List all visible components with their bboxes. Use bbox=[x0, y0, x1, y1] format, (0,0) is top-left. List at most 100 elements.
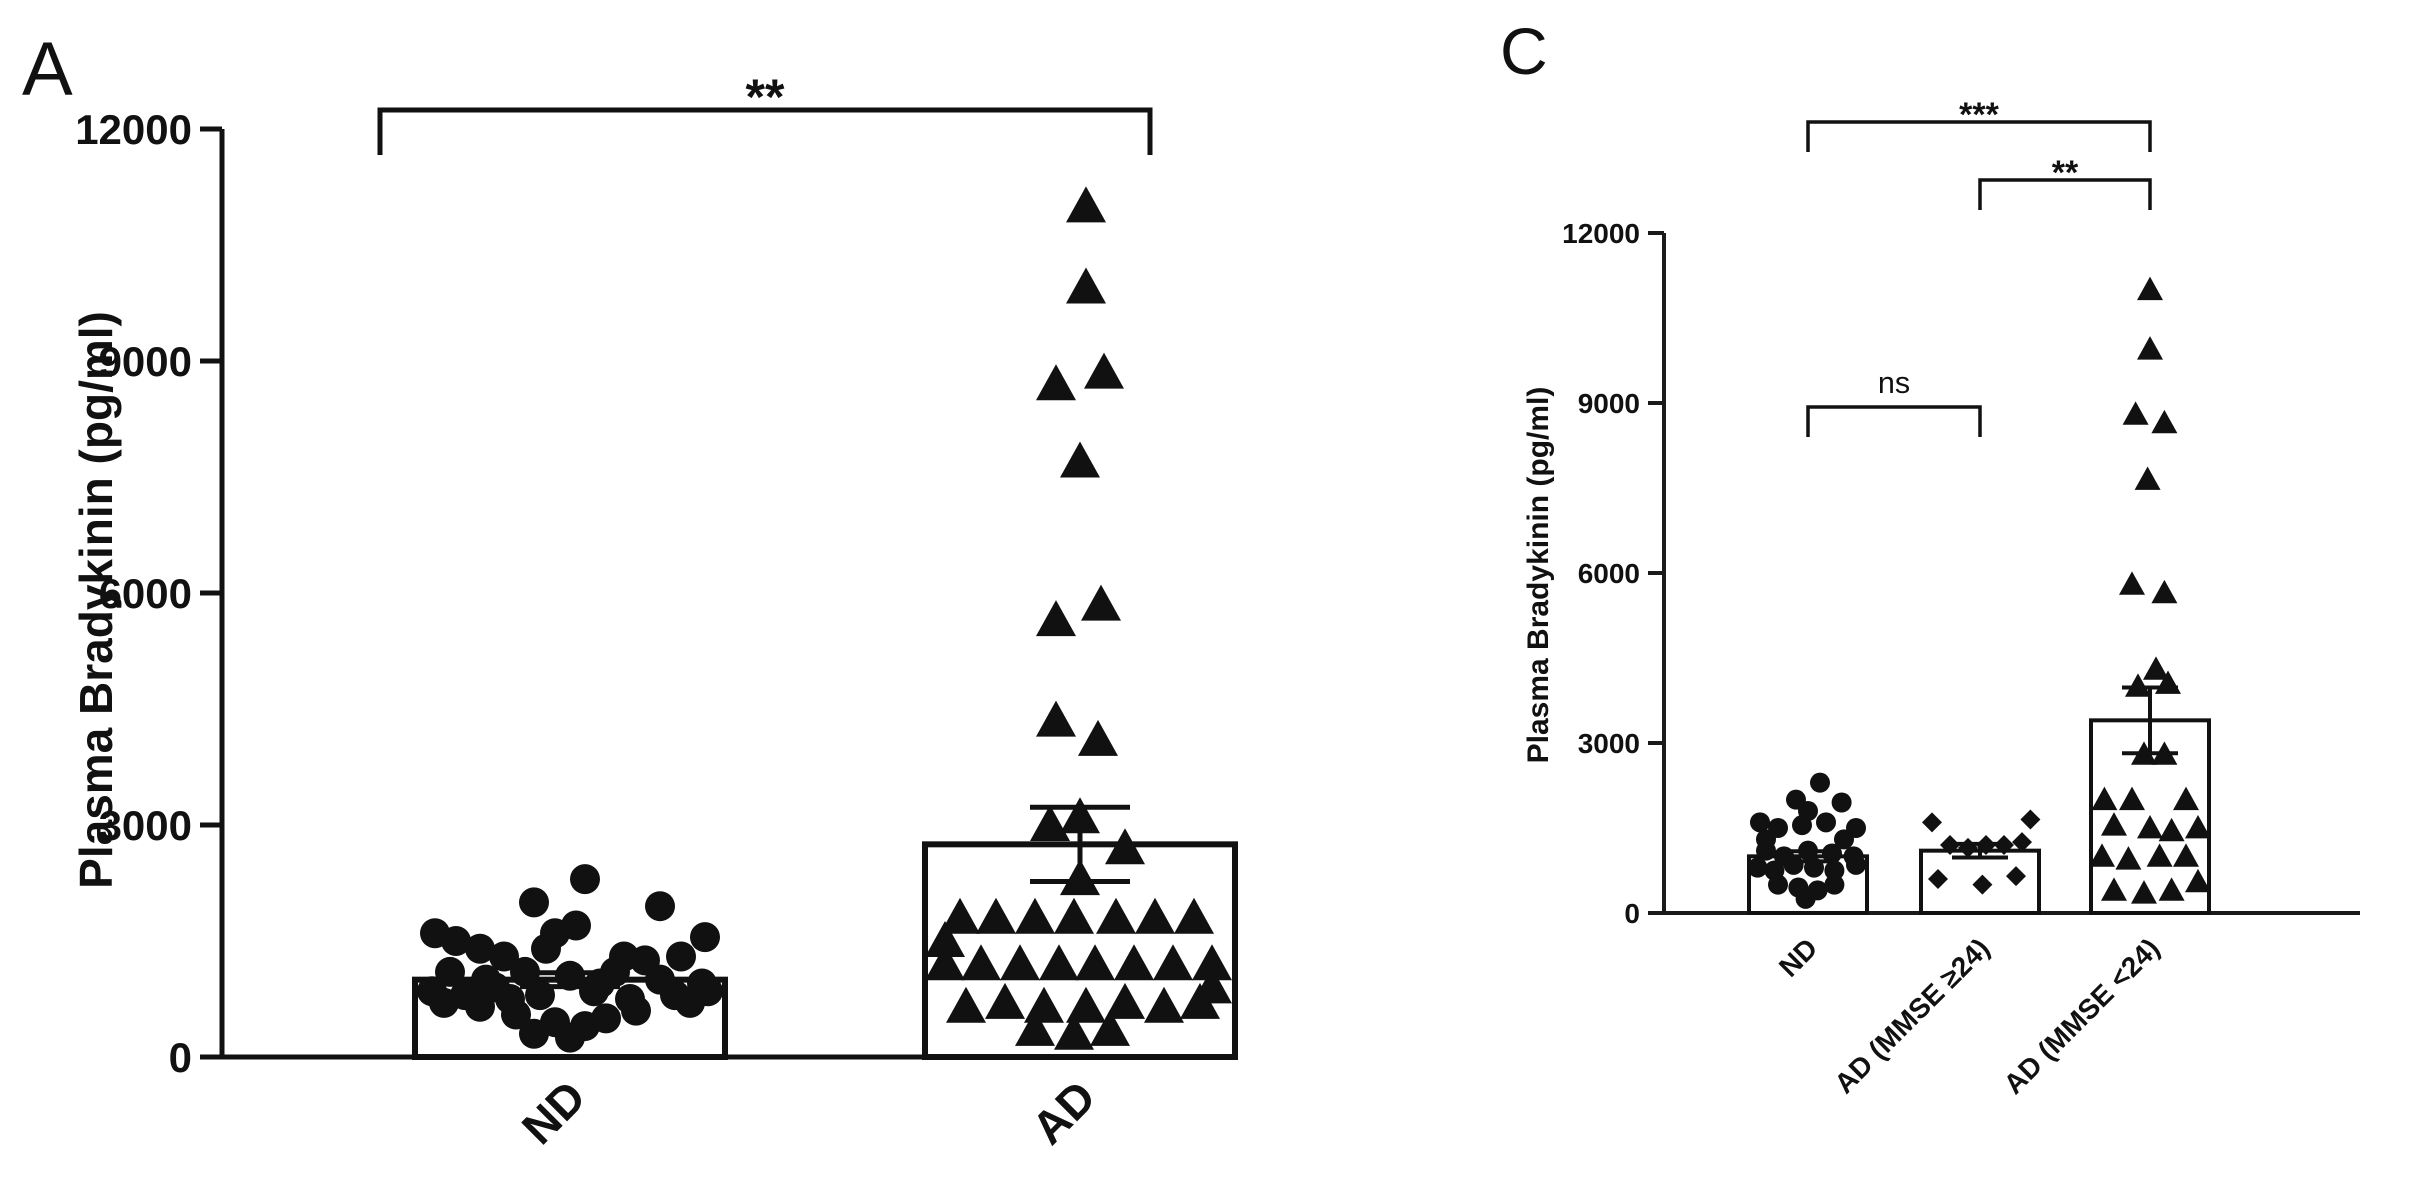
panel-a-point-ad-38 bbox=[1192, 967, 1232, 1004]
panel-a-point-ad-23 bbox=[1039, 944, 1079, 981]
panel-c-point-ad-mmse-24-2 bbox=[2122, 401, 2149, 425]
panel-c-point-ad-mmse-24-17 bbox=[2158, 817, 2185, 842]
panel-a-point-nd-33 bbox=[519, 1018, 549, 1049]
panel-a-point-ad-24 bbox=[1075, 944, 1115, 981]
panel-c-point-nd-22 bbox=[1824, 874, 1845, 895]
panel-a-point-ad-18 bbox=[1135, 897, 1175, 934]
panel-c-plot: 0 3000 6000 9000 12000 ND AD (MMSE ≥24) AD (MMS… bbox=[1562, 96, 2360, 1100]
panel-c-point-nd-15 bbox=[1783, 854, 1804, 875]
panel-a-point-ad-9 bbox=[1030, 805, 1070, 841]
panel-a-point-ad-20 bbox=[925, 944, 965, 981]
panel-a-point-ad-21 bbox=[961, 944, 1001, 981]
panel-c-point-nd-4 bbox=[1831, 792, 1852, 813]
panel-a-point-nd-4 bbox=[519, 887, 549, 918]
panel-c-point-ad-mmse-24-26 bbox=[2185, 868, 2211, 893]
panel-c-y-tick-label-12000: 12000 bbox=[1562, 218, 1640, 249]
panel-a-point-ad-4 bbox=[1060, 441, 1100, 478]
panel-c-category-label-ad-mmse-24: AD (MMSE <24) bbox=[1998, 932, 2166, 1100]
panel-a-y-tick-label-12000: 12000 bbox=[75, 106, 192, 153]
panel-c-point-ad-mmse-24-8 bbox=[2125, 673, 2151, 697]
panel-c-point-nd-23 bbox=[1795, 888, 1816, 909]
panel-c-point-nd-24 bbox=[1756, 829, 1776, 850]
panel-a-point-ad-14 bbox=[976, 897, 1016, 934]
panel-c-y-tick-label-0: 0 bbox=[1624, 898, 1640, 929]
panel-a-point-ad-2 bbox=[1036, 364, 1076, 401]
panel-a-y-axis-label: Plasma Bradykinin (pg/ml) bbox=[70, 311, 122, 889]
panel-c-point-ad-mmse-24-22 bbox=[2173, 843, 2199, 867]
panel-a-label: A bbox=[22, 27, 73, 112]
panel-c-point-ad-mmse-24-6 bbox=[2012, 832, 2032, 853]
panel-a-y-tick-label-9000: 9000 bbox=[99, 338, 192, 385]
panel-c-point-ad-mmse-24-15 bbox=[2101, 812, 2127, 836]
panel-c-point-ad-mmse-24-1 bbox=[2137, 336, 2163, 360]
panel-c-point-nd-25 bbox=[1834, 829, 1854, 850]
panel-a-point-ad-5 bbox=[1036, 600, 1076, 637]
panel-c-point-ad-mmse-24-16 bbox=[2137, 815, 2163, 839]
panel-c-point-ad-mmse-24-5 bbox=[2119, 571, 2145, 595]
panel-a-point-ad-27 bbox=[1192, 944, 1232, 981]
panel-c-point-ad-mmse-24-25 bbox=[2158, 877, 2185, 901]
panel-c-point-nd-18 bbox=[1846, 854, 1866, 875]
panel-c-point-ad-mmse-24-24 bbox=[2131, 880, 2157, 904]
panel-a-point-nd-35 bbox=[429, 987, 459, 1018]
panel-c-point-ad-mmse-24-1 bbox=[2020, 809, 2041, 830]
panel-a-point-nd-39 bbox=[531, 933, 561, 964]
panel-c: C Plasma Bradykinin (pg/ml) 0 3000 6000 900… bbox=[1500, 14, 2360, 1100]
panel-c-point-ad-mmse-24-8 bbox=[1972, 874, 1993, 895]
panel-c-point-nd-0 bbox=[1750, 812, 1770, 833]
panel-c-y-tick-label-6000: 6000 bbox=[1578, 558, 1640, 589]
panel-a-point-nd-9 bbox=[690, 922, 720, 953]
panel-c-point-nd-11 bbox=[1822, 843, 1842, 864]
panel-c-category-label-ad-mmse-24: AD (MMSE ≥24) bbox=[1828, 932, 1995, 1099]
panel-a-point-ad-28 bbox=[946, 986, 986, 1023]
panel-c-point-nd-3 bbox=[1810, 772, 1830, 793]
panel-a-point-ad-15 bbox=[1015, 897, 1055, 934]
panel-a-point-ad-1 bbox=[1066, 267, 1106, 304]
panel-a-point-ad-7 bbox=[1036, 700, 1076, 737]
panel-c-point-ad-mmse-24-7 bbox=[2143, 656, 2169, 680]
panel-a-point-ad-25 bbox=[1114, 944, 1154, 981]
panel-c-point-nd-17 bbox=[1824, 860, 1845, 881]
panel-a-point-nd-12 bbox=[435, 956, 465, 987]
panel-c-point-ad-mmse-24-13 bbox=[2119, 786, 2145, 811]
panel-c-point-ad-mmse-24-20 bbox=[2115, 846, 2142, 870]
panel-a-point-ad-0 bbox=[1066, 186, 1106, 223]
panel-c-significance-nd-vs-ad-mmse-24-bracket bbox=[1806, 120, 2152, 152]
panel-a-point-nd-28 bbox=[501, 999, 531, 1030]
panel-c-significance-ad-mmse-24-vs-ad-mmse-24-label: ** bbox=[2052, 154, 2079, 192]
panel-c-point-ad-mmse-24-18 bbox=[2185, 815, 2211, 839]
panel-c-point-ad-mmse-24-0 bbox=[1922, 812, 1942, 833]
panel-a-point-ad-39 bbox=[925, 921, 965, 957]
panel-a-point-nd-8 bbox=[645, 891, 675, 922]
panel-c-point-ad-mmse-24-0 bbox=[2137, 276, 2163, 301]
panel-c-significance-nd-vs-ad-mmse-24-label: *** bbox=[1959, 96, 1999, 134]
panel-a-point-ad-36 bbox=[1054, 1013, 1094, 1050]
panel-a-point-nd-10 bbox=[666, 941, 696, 972]
panel-a-point-ad-32 bbox=[1105, 982, 1145, 1019]
panel-a-y-tick-label-0: 0 bbox=[169, 1034, 192, 1081]
panel-c-point-ad-mmse-24-7 bbox=[1928, 869, 1948, 889]
panel-a-error-bar-nd bbox=[520, 970, 620, 990]
panel-a-point-ad-35 bbox=[1015, 1009, 1055, 1046]
panel-c-point-ad-mmse-24-21 bbox=[2146, 843, 2173, 867]
panel-c-point-nd-26 bbox=[1798, 801, 1818, 821]
panel-a-point-ad-26 bbox=[1153, 944, 1193, 981]
panel-a-point-nd-31 bbox=[591, 1003, 621, 1034]
panel-a-point-ad-13 bbox=[940, 897, 980, 934]
panel-a-point-ad-11 bbox=[1105, 828, 1145, 865]
panel-a-point-ad-17 bbox=[1096, 897, 1136, 934]
panel-a-point-ad-22 bbox=[1000, 944, 1040, 981]
panel-c-error-bar-ad-mmse-24 bbox=[1952, 841, 2008, 860]
panel-a-category-label-nd: ND bbox=[512, 1070, 596, 1154]
panel-c-point-ad-mmse-24-9 bbox=[2006, 866, 2026, 887]
panel-c-significance-ad-mmse-24-vs-ad-mmse-24-bracket bbox=[1978, 178, 2152, 210]
panel-c-point-nd-19 bbox=[1768, 874, 1788, 895]
panel-a-significance-nd-vs-ad-label: ** bbox=[746, 69, 785, 125]
panel-a-y-tick-label-3000: 3000 bbox=[99, 802, 192, 849]
panel-c-point-nd-6 bbox=[1816, 812, 1836, 833]
panel-a-point-nd-40 bbox=[609, 941, 639, 972]
panel-c-y-axis-label: Plasma Bradykinin (pg/ml) bbox=[1522, 387, 1555, 764]
panel-c-y-tick-label-9000: 9000 bbox=[1578, 388, 1640, 419]
panel-a-point-nd-38 bbox=[585, 968, 615, 999]
